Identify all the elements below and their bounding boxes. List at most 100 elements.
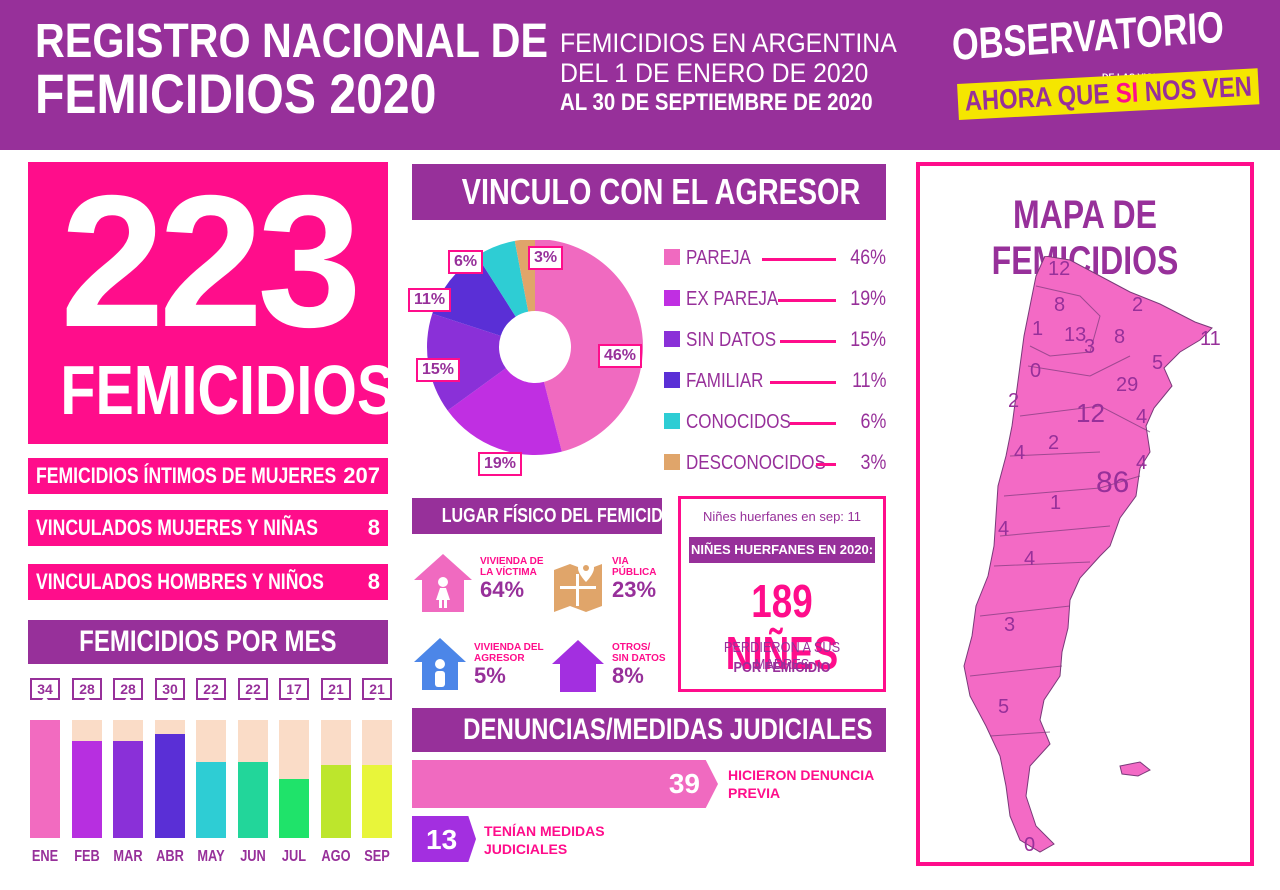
legend-swatch: [664, 413, 680, 429]
month-value-label: 22: [196, 678, 226, 700]
legend-item: PAREJA 46%: [664, 246, 890, 269]
province-value: 86: [1096, 466, 1130, 499]
subtitle-line-2: DEL 1 DE ENERO DE 2020: [560, 58, 869, 88]
denuncias-title: DENUNCIAS/MEDIDAS JUDICIALES: [412, 708, 886, 752]
map-box: MAPA DE FEMICIDIOS 12 8 2 1 13 3 8 11 0 5 29 2 12 4 4 2…: [916, 162, 1254, 866]
donut-percent-tag: 46%: [598, 344, 643, 368]
lugar-title: LUGAR FÍSICO DEL FEMICIDIO: [412, 498, 680, 534]
legend-swatch: [664, 249, 680, 265]
medidas-bar: 13: [412, 816, 476, 862]
month-value-label: 21: [362, 678, 392, 700]
month-bar-track: [155, 720, 185, 838]
month-bar: [155, 734, 185, 838]
legend-line: [762, 258, 836, 261]
legend-line: [790, 422, 836, 425]
stat-value: 8: [367, 569, 380, 594]
province-value: 4: [1014, 442, 1026, 464]
month-bar-track: [196, 720, 226, 838]
month-value-label: 22: [238, 678, 268, 700]
stat-value: 8: [367, 515, 380, 540]
stat-label: FEMICIDIOS ÍNTIMOS DE MUJERES: [36, 463, 337, 488]
month-value-label: 21: [321, 678, 351, 700]
denuncia-bar: 39: [412, 760, 718, 808]
lugar-label-2: PÚBLICA: [612, 567, 657, 578]
page-title: REGISTRO NACIONAL DE FEMICIDIOS 2020: [35, 18, 631, 122]
month-name: FEB: [74, 848, 100, 865]
total-word: FEMICIDIOS: [60, 351, 396, 429]
donut-slice: [477, 240, 529, 317]
lugar-item-otros: OTROS/ SIN DATOS 8%: [612, 642, 666, 688]
medidas-label: TENÍAN MEDIDAS JUDICIALES: [484, 822, 605, 858]
vinculo-donut-chart: [427, 240, 643, 455]
month-bar-track: [72, 720, 102, 838]
province-value: 13: [1064, 324, 1087, 346]
medidas-label-2: JUDICIALES: [484, 841, 568, 857]
donut-slice: [447, 368, 562, 455]
month-name: ABR: [156, 848, 184, 865]
legend-swatch: [664, 372, 680, 388]
donut-percent-tag: 6%: [448, 250, 484, 274]
province-value: 4: [1136, 406, 1148, 428]
province-value: 12: [1048, 258, 1071, 280]
legend-label: DESCONOCIDOS: [686, 452, 826, 474]
total-femicides-box: 223 FEMICIDIOS: [28, 162, 396, 444]
month-bar-track: [321, 720, 351, 838]
legend-item: CONOCIDOS 6%: [664, 410, 890, 433]
subtitle-line-3: AL 30 DE SEPTIEMBRE DE 2020: [560, 89, 873, 116]
monthly-title: FEMICIDIOS POR MES: [28, 620, 388, 664]
orphans-number: 189 NIÑES: [725, 575, 839, 679]
legend-swatch: [664, 290, 680, 306]
legend-item: FAMILIAR 11%: [664, 369, 890, 392]
header-banner: [0, 0, 1280, 150]
denuncia-label-1: HICIERON DENUNCIA: [728, 767, 875, 783]
province-value: 2: [1132, 294, 1144, 316]
legend-percent: 11%: [851, 369, 886, 392]
lugar-label-1: VIA: [612, 556, 629, 567]
lugar-label-1: OTROS/: [612, 642, 651, 653]
monthly-title-text: FEMICIDIOS POR MES: [79, 625, 337, 658]
denuncia-label-2: PREVIA: [728, 785, 781, 801]
province-value: 29: [1116, 374, 1139, 396]
legend-label: EX PAREJA: [686, 288, 779, 310]
stat-intimos: FEMICIDIOS ÍNTIMOS DE MUJERES 207: [28, 458, 388, 494]
month-value-label: 17: [279, 678, 309, 700]
legend-percent: 46%: [850, 246, 886, 269]
legend-item: SIN DATOS 15%: [664, 328, 890, 351]
lugar-label-1: VIVIENDA DE: [480, 556, 544, 567]
house-woman-icon: [412, 552, 474, 614]
province-value: 5: [1152, 352, 1164, 374]
lugar-item-agresor: VIVIENDA DEL AGRESOR 5%: [474, 642, 544, 688]
province-value: 5: [998, 696, 1010, 718]
month-value-label: 28: [72, 678, 102, 700]
province-value: 12: [1076, 398, 1105, 428]
month-bar-track: [279, 720, 309, 838]
subtitle-line-1: FEMICIDIOS EN ARGENTINA: [560, 28, 897, 58]
month-name: JUN: [240, 848, 266, 865]
month-name: MAR: [113, 848, 143, 865]
page-subtitle: FEMICIDIOS EN ARGENTINA DEL 1 DE ENERO D…: [560, 28, 928, 118]
lugar-pct: 64%: [480, 577, 525, 602]
donut-slice: [432, 255, 516, 336]
vinculo-title: VINCULO CON EL AGRESOR: [412, 164, 886, 220]
province-value: 0: [1024, 834, 1036, 856]
argentina-map: [963, 256, 1213, 853]
donut-percent-tag: 3%: [528, 246, 564, 270]
donut-percent-tag: 19%: [478, 452, 523, 476]
orphans-box: Niñes huerfanes en sep: 11 NIÑES HUERFAN…: [678, 496, 886, 692]
legend-label: PAREJA: [686, 247, 751, 269]
month-name: ENE: [31, 848, 59, 865]
province-value: 1: [1032, 318, 1044, 340]
logo-band: AHORA QUE SI NOS VEN: [957, 68, 1260, 120]
month-bar: [321, 765, 351, 838]
month-name: MAY: [197, 848, 225, 865]
month-name: SEP: [364, 848, 390, 865]
month-bar-track: [238, 720, 268, 838]
lugar-label-2: SIN DATOS: [612, 653, 666, 664]
legend-line: [816, 463, 836, 466]
stat-label: VINCULADOS HOMBRES Y NIÑOS: [36, 569, 324, 594]
province-value: 8: [1114, 326, 1126, 348]
legend-percent: 3%: [860, 451, 886, 474]
legend-line: [778, 299, 836, 302]
vinculo-title-text: VINCULO CON EL AGRESOR: [461, 171, 861, 212]
legend-label: SIN DATOS: [686, 329, 777, 351]
